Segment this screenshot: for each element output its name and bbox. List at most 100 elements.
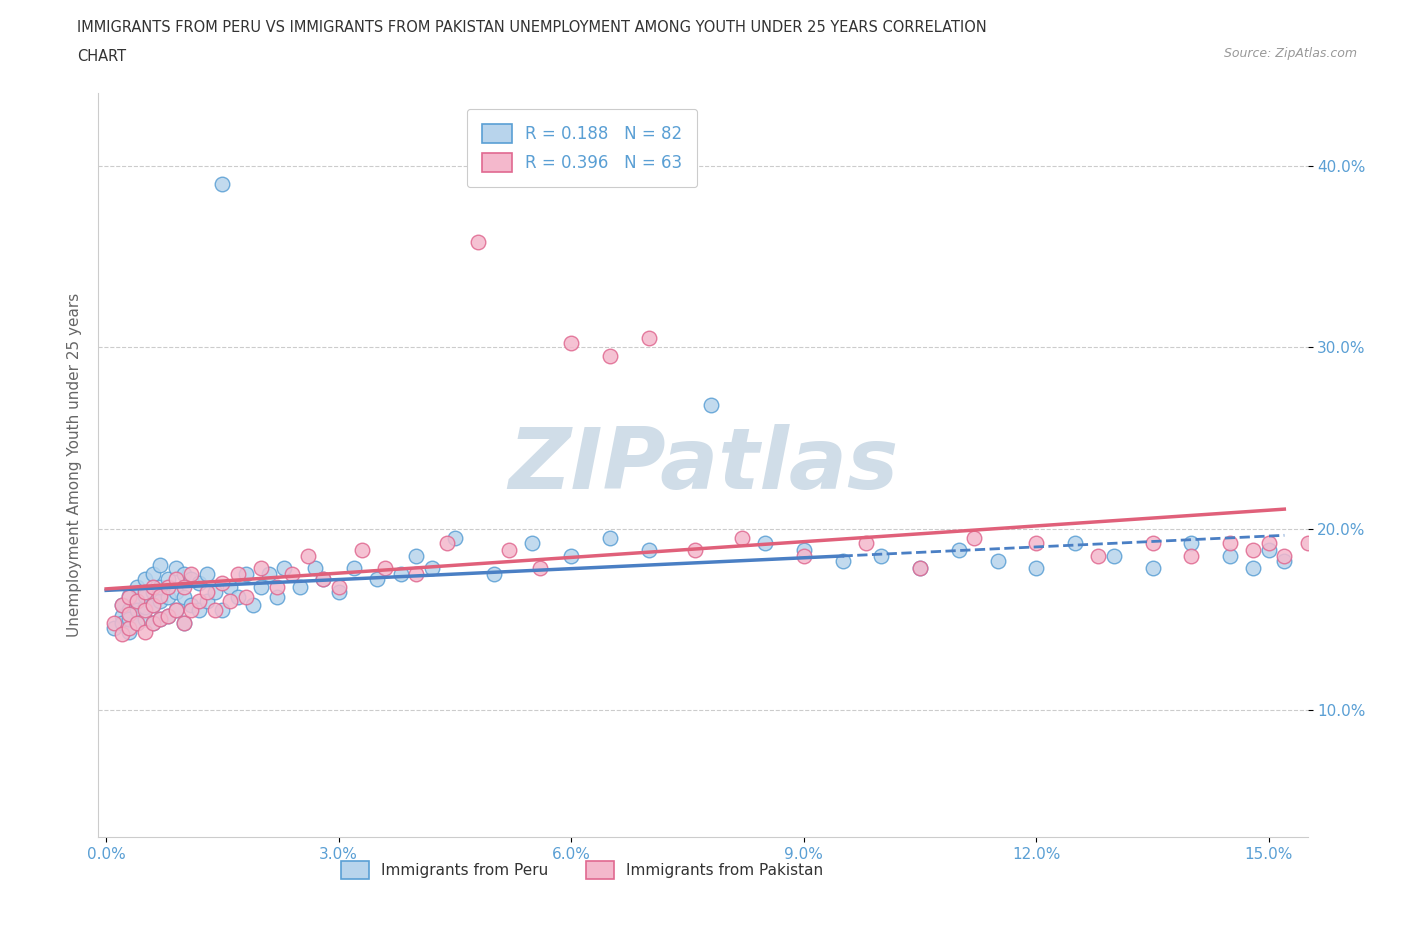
Point: [204, 603, 226, 618]
Point: [522, 536, 544, 551]
Point: [173, 616, 195, 631]
Point: [1087, 549, 1109, 564]
Point: [343, 561, 366, 576]
Point: [1025, 561, 1047, 576]
Point: [226, 566, 249, 581]
Point: [250, 579, 273, 594]
Point: [111, 597, 134, 612]
Point: [1180, 536, 1202, 551]
Point: [328, 585, 350, 600]
Text: IMMIGRANTS FROM PERU VS IMMIGRANTS FROM PAKISTAN UNEMPLOYMENT AMONG YOUTH UNDER : IMMIGRANTS FROM PERU VS IMMIGRANTS FROM …: [77, 20, 987, 35]
Text: ZIPatlas: ZIPatlas: [508, 423, 898, 507]
Point: [142, 566, 165, 581]
Point: [111, 616, 134, 631]
Point: [266, 579, 288, 594]
Point: [908, 561, 931, 576]
Point: [226, 590, 249, 604]
Point: [312, 572, 335, 587]
Point: [173, 616, 195, 631]
Point: [1102, 549, 1125, 564]
Point: [165, 572, 187, 587]
Point: [831, 553, 853, 568]
Point: [599, 349, 621, 364]
Point: [149, 557, 172, 572]
Point: [560, 549, 582, 564]
Point: [366, 572, 388, 587]
Point: [948, 543, 970, 558]
Point: [149, 579, 172, 594]
Point: [1180, 549, 1202, 564]
Point: [195, 566, 218, 581]
Point: [118, 625, 141, 640]
Point: [1257, 536, 1279, 551]
Point: [173, 566, 195, 581]
Point: [242, 597, 264, 612]
Point: [374, 561, 396, 576]
Point: [149, 588, 172, 603]
Point: [134, 625, 156, 640]
Point: [157, 572, 180, 587]
Point: [142, 597, 165, 612]
Point: [127, 579, 149, 594]
Point: [467, 234, 489, 249]
Point: [219, 579, 242, 594]
Point: [793, 549, 815, 564]
Text: Source: ZipAtlas.com: Source: ZipAtlas.com: [1223, 46, 1357, 60]
Point: [134, 572, 156, 587]
Point: [793, 543, 815, 558]
Point: [142, 616, 165, 631]
Point: [195, 593, 218, 608]
Y-axis label: Unemployment Among Youth under 25 years: Unemployment Among Youth under 25 years: [66, 293, 82, 637]
Point: [288, 579, 311, 594]
Point: [683, 543, 706, 558]
Point: [1320, 530, 1343, 545]
Point: [180, 572, 202, 587]
Point: [103, 621, 125, 636]
Point: [149, 612, 172, 627]
Point: [235, 566, 257, 581]
Point: [173, 579, 195, 594]
Point: [211, 177, 233, 192]
Point: [134, 612, 156, 627]
Point: [389, 566, 412, 581]
Point: [405, 566, 427, 581]
Point: [127, 603, 149, 618]
Point: [219, 593, 242, 608]
Point: [188, 576, 211, 591]
Point: [134, 599, 156, 614]
Point: [436, 536, 458, 551]
Point: [142, 597, 165, 612]
Point: [127, 593, 149, 608]
Point: [1272, 549, 1295, 564]
Point: [498, 543, 520, 558]
Point: [963, 530, 986, 545]
Point: [111, 597, 134, 612]
Point: [599, 530, 621, 545]
Text: CHART: CHART: [77, 49, 127, 64]
Point: [180, 603, 202, 618]
Point: [149, 612, 172, 627]
Point: [134, 603, 156, 618]
Point: [142, 616, 165, 631]
Point: [304, 561, 326, 576]
Point: [157, 608, 180, 623]
Point: [118, 621, 141, 636]
Point: [111, 626, 134, 641]
Point: [297, 549, 319, 564]
Point: [165, 603, 187, 618]
Point: [266, 590, 288, 604]
Point: [273, 561, 295, 576]
Point: [1142, 561, 1164, 576]
Point: [1219, 536, 1241, 551]
Point: [211, 576, 233, 591]
Point: [211, 603, 233, 618]
Point: [986, 553, 1008, 568]
Point: [195, 585, 218, 600]
Point: [420, 561, 443, 576]
Point: [188, 603, 211, 618]
Point: [134, 585, 156, 600]
Point: [870, 549, 893, 564]
Point: [637, 543, 659, 558]
Point: [103, 616, 125, 631]
Point: [149, 593, 172, 608]
